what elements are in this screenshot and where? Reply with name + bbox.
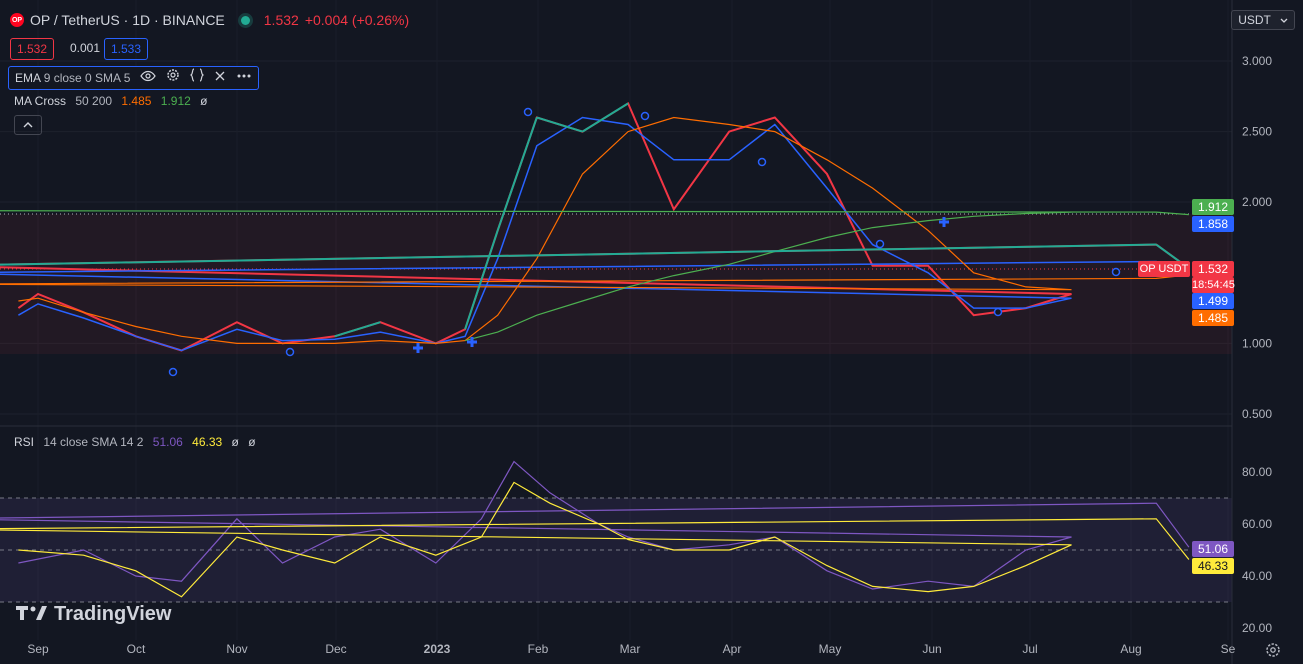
rsi-axis-label: 20.00 xyxy=(1242,621,1272,635)
cross-value: ø xyxy=(200,94,208,108)
price-axis-label: 3.000 xyxy=(1242,54,1272,68)
ema-marker xyxy=(285,347,295,357)
time-axis-label: Nov xyxy=(226,642,247,656)
ma50-value: 1.485 xyxy=(121,94,152,108)
collapse-legend-button[interactable] xyxy=(14,115,42,135)
price-change: +0.004 (+0.26%) xyxy=(304,12,410,28)
price-up-segment xyxy=(581,102,629,133)
ma50-line xyxy=(0,116,1189,345)
market-open-icon xyxy=(240,15,250,25)
time-axis-label: 2023 xyxy=(424,642,451,656)
uptrend-overlay xyxy=(0,102,1190,338)
chevron-down-icon xyxy=(1280,18,1288,23)
ma-cross-params: 50 200 xyxy=(75,94,113,108)
price-axis-label: 2.500 xyxy=(1242,125,1272,139)
sell-price-button[interactable]: 1.532 xyxy=(10,38,55,60)
rsi-label: RSI xyxy=(14,435,35,449)
ema-marker xyxy=(1111,267,1121,277)
time-axis-label: May xyxy=(819,642,842,656)
ema-label: EMA xyxy=(15,71,41,85)
price-up-segment xyxy=(0,243,1157,266)
ema-fast-tag: 1.499 xyxy=(1192,293,1234,309)
brand-name: TradingView xyxy=(54,602,172,625)
ema-line xyxy=(0,116,1190,352)
rsi-params: 14 close SMA 14 2 xyxy=(43,435,144,449)
price-axis-label: 2.000 xyxy=(1242,195,1272,209)
ma200-price-tag: 1.912 xyxy=(1192,199,1234,215)
source-code-icon[interactable] xyxy=(190,67,205,89)
price-axis-label: 1.000 xyxy=(1242,336,1272,350)
countdown-tag: 18:54:45 xyxy=(1192,277,1235,293)
buy-price-button[interactable]: 1.533 xyxy=(104,38,149,60)
rsi-series-group xyxy=(0,460,1190,598)
gear-icon xyxy=(1266,643,1280,657)
time-axis-label: Feb xyxy=(528,642,549,656)
golden-cross-marker xyxy=(467,337,477,347)
symbol-price-label: OP USDT xyxy=(1138,261,1190,277)
price-series-group xyxy=(0,101,1190,377)
rsi-value-tag: 51.06 xyxy=(1192,541,1234,557)
ma200-line xyxy=(0,210,1189,342)
time-axis-label: Dec xyxy=(325,642,346,656)
tradingview-logo[interactable]: TradingView xyxy=(16,602,171,626)
cross-zone-fill xyxy=(0,214,1232,354)
rsi-extra-value-2: ø xyxy=(248,435,256,449)
time-axis-label: Se xyxy=(1221,642,1236,656)
eye-icon[interactable] xyxy=(140,67,157,89)
symbol-header[interactable]: OP OP / TetherUS · 1D · BINANCE 1.532 +0… xyxy=(10,12,409,28)
spread-value: 0.001 xyxy=(70,41,101,55)
rsi-extra-value: ø xyxy=(231,435,239,449)
rsi-axis-label: 80.00 xyxy=(1242,465,1272,479)
ema-price-tag: 1.858 xyxy=(1192,216,1234,232)
symbol-title[interactable]: OP / TetherUS · 1D · BINANCE xyxy=(30,12,225,28)
last-price: 1.532 xyxy=(263,12,299,28)
golden-cross-marker xyxy=(413,343,423,353)
rsi-axis-label: 40.00 xyxy=(1242,569,1272,583)
ema-marker xyxy=(640,111,650,121)
rsi-sma-tag: 46.33 xyxy=(1192,558,1234,574)
death-cross-marker xyxy=(939,217,949,227)
close-icon[interactable] xyxy=(214,67,226,89)
rsi-sma-value: 46.33 xyxy=(192,435,223,449)
rsi-legend[interactable]: RSI 14 close SMA 14 2 51.06 46.33 ø ø xyxy=(14,435,256,449)
ma50-price-tag: 1.485 xyxy=(1192,310,1234,326)
op-logo-icon: OP xyxy=(10,13,24,27)
price-up-segment xyxy=(496,117,538,231)
ma-cross-label: MA Cross xyxy=(14,94,67,108)
rsi-axis-label: 60.00 xyxy=(1242,517,1272,531)
currency-dropdown[interactable]: USDT xyxy=(1231,10,1295,30)
ma200-value: 1.912 xyxy=(160,94,191,108)
time-axis-label: Aug xyxy=(1120,642,1141,656)
currency-label: USDT xyxy=(1238,13,1271,27)
price-up-segment xyxy=(334,321,381,338)
price-up-segment xyxy=(464,230,499,330)
chevron-up-icon xyxy=(23,122,33,128)
ema-legend[interactable]: EMA 9 close 0 SMA 5 xyxy=(8,66,260,90)
ema-marker xyxy=(875,239,885,249)
price-axis-label: 0.500 xyxy=(1242,407,1272,421)
ema-params: 9 close 0 SMA 5 xyxy=(43,71,131,85)
ema-marker xyxy=(523,107,533,117)
time-axis-label: Jun xyxy=(922,642,941,656)
last-price-tag: 1.532 xyxy=(1192,261,1234,277)
ema-marker xyxy=(757,157,767,167)
ema-marker xyxy=(168,367,178,377)
ma-cross-legend[interactable]: MA Cross 50 200 1.485 1.912 ø xyxy=(14,94,208,108)
tradingview-mark-icon xyxy=(16,602,48,626)
time-axis-label: Sep xyxy=(27,642,49,656)
rsi-sma-line xyxy=(0,481,1190,598)
time-axis-label: Apr xyxy=(723,642,742,656)
axis-labels-group: 3.000 2.500 2.000 1.000 0.500 80.00 60.00 40.00… xyxy=(27,54,1272,656)
chart-settings-button[interactable] xyxy=(1265,642,1281,661)
more-icon[interactable] xyxy=(236,67,252,89)
time-axis-label: Mar xyxy=(620,642,641,656)
rsi-value: 51.06 xyxy=(152,435,183,449)
time-axis-label: Oct xyxy=(127,642,146,656)
gear-icon[interactable] xyxy=(166,67,180,89)
price-up-segment xyxy=(536,116,583,133)
cross-markers xyxy=(413,217,949,353)
time-axis-label: Jul xyxy=(1022,642,1037,656)
ema-marker xyxy=(993,307,1003,317)
